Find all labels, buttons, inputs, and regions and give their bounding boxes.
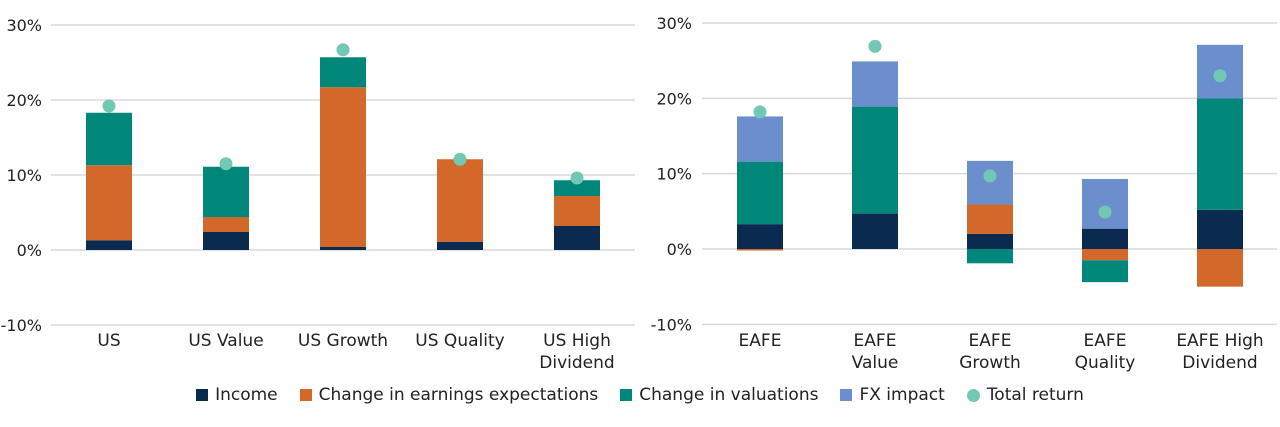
bar-segment-income [437, 241, 483, 250]
bar-segment-fx [967, 160, 1013, 205]
bar-segment-valuations [737, 161, 783, 225]
bar-segment-valuations [203, 166, 249, 217]
bar-segment-income [320, 247, 366, 250]
bar-segment-valuations [320, 57, 366, 88]
chart-1: 30% 20% 10% 0% -10% US US Value US Growth US Qua… [1, 16, 635, 373]
legend-label: Total return [986, 385, 1084, 405]
legend-earnings: Change in earnings expectations [299, 385, 599, 405]
bar-segment-earnings [203, 217, 249, 232]
x-tick-label: US Value [188, 331, 263, 351]
legend: Income Change in earnings expectations C… [0, 385, 1280, 405]
y-tick-label: 0% [17, 241, 42, 260]
bar-segment-valuations [967, 249, 1013, 264]
bar-segment-income [203, 232, 249, 250]
legend-fx: FX impact [840, 385, 945, 405]
earnings-swatch [299, 389, 312, 401]
y-tick-label: 30% [656, 14, 692, 33]
y-tick-label: 10% [6, 166, 42, 185]
total-return-point [1213, 69, 1227, 83]
y-tick-label: 30% [6, 16, 42, 35]
x-tick-label: Growth [959, 353, 1021, 373]
bar-segment-earnings [86, 165, 132, 241]
y-tick-label: -10% [1, 316, 42, 335]
bar-segment-fx [737, 116, 783, 162]
total-return-point [102, 99, 116, 113]
y-tick-label: 20% [6, 91, 42, 110]
x-tick-label: Dividend [539, 353, 614, 373]
x-tick-label: EAFE [969, 331, 1012, 351]
chart-2: 30%20%10%0%-10%EAFE EAFEValueEAFEGrowthEA… [651, 14, 1277, 373]
x-tick-label: US High [543, 331, 611, 351]
legend-income: Income [196, 385, 278, 405]
x-tick-label: EAFE [739, 331, 782, 351]
bar-segment-valuations [1197, 98, 1243, 210]
bar-segment-valuations [554, 180, 600, 196]
y-tick-label: 10% [656, 165, 692, 184]
bar-segment-income [737, 224, 783, 249]
y-tick-label: -10% [651, 315, 692, 334]
y-tick-label: 20% [656, 89, 692, 108]
total-return-point [570, 171, 584, 185]
x-tick-label: EAFE [1084, 331, 1127, 351]
x-tick-label: Quality [1075, 353, 1136, 373]
bar-segment-fx [1082, 178, 1128, 229]
total-return-point [1098, 205, 1112, 219]
bar-segment-income [86, 240, 132, 250]
bar-segment-valuations [86, 112, 132, 166]
legend-label: Change in earnings expectations [318, 385, 599, 405]
total-return-point [453, 152, 467, 166]
fx-swatch [840, 389, 853, 401]
total-return-point [336, 43, 350, 57]
legend-label: Change in valuations [639, 385, 819, 405]
x-tick-label: EAFE [854, 331, 897, 351]
total-return-point [753, 105, 767, 119]
legend-label: FX impact [859, 385, 945, 405]
x-tick-label: US [97, 331, 120, 351]
bar-segment-earnings [1082, 249, 1128, 261]
x-tick-label: US Quality [415, 331, 504, 351]
income-swatch [196, 389, 209, 401]
bar-segment-earnings [1197, 249, 1243, 287]
x-tick-label: Value [852, 353, 899, 373]
bar-segment-valuations [852, 106, 898, 214]
bar-segment-income [1197, 209, 1243, 249]
charts-svg: 30% 20% 10% 0% -10% US US Value US Growth US Qua… [1, 14, 1277, 373]
bar-segment-earnings [967, 204, 1013, 234]
bar-segment-income [554, 226, 600, 250]
total-swatch [966, 388, 980, 402]
bar-segment-income [967, 233, 1013, 249]
bar-segment-fx [852, 61, 898, 107]
bar-segment-earnings [320, 87, 366, 247]
legend-valuations: Change in valuations [620, 385, 818, 405]
total-return-point [868, 39, 882, 53]
valuations-swatch [620, 389, 633, 401]
bar-segment-earnings [554, 196, 600, 226]
y-tick-label: 0% [667, 240, 692, 259]
bar-segment-income [1082, 228, 1128, 249]
bar-segment-income [852, 213, 898, 249]
total-return-point [983, 169, 997, 183]
x-tick-label: US Growth [298, 331, 388, 351]
x-tick-label: EAFE High [1176, 331, 1263, 351]
legend-label: Income [215, 385, 278, 405]
legend-total: Total return [966, 385, 1084, 405]
x-tick-label: Dividend [1182, 353, 1257, 373]
bar-segment-earnings [737, 249, 783, 251]
total-return-point [219, 157, 233, 171]
bar-segment-valuations [1082, 260, 1128, 283]
bar-segment-earnings [437, 159, 483, 242]
